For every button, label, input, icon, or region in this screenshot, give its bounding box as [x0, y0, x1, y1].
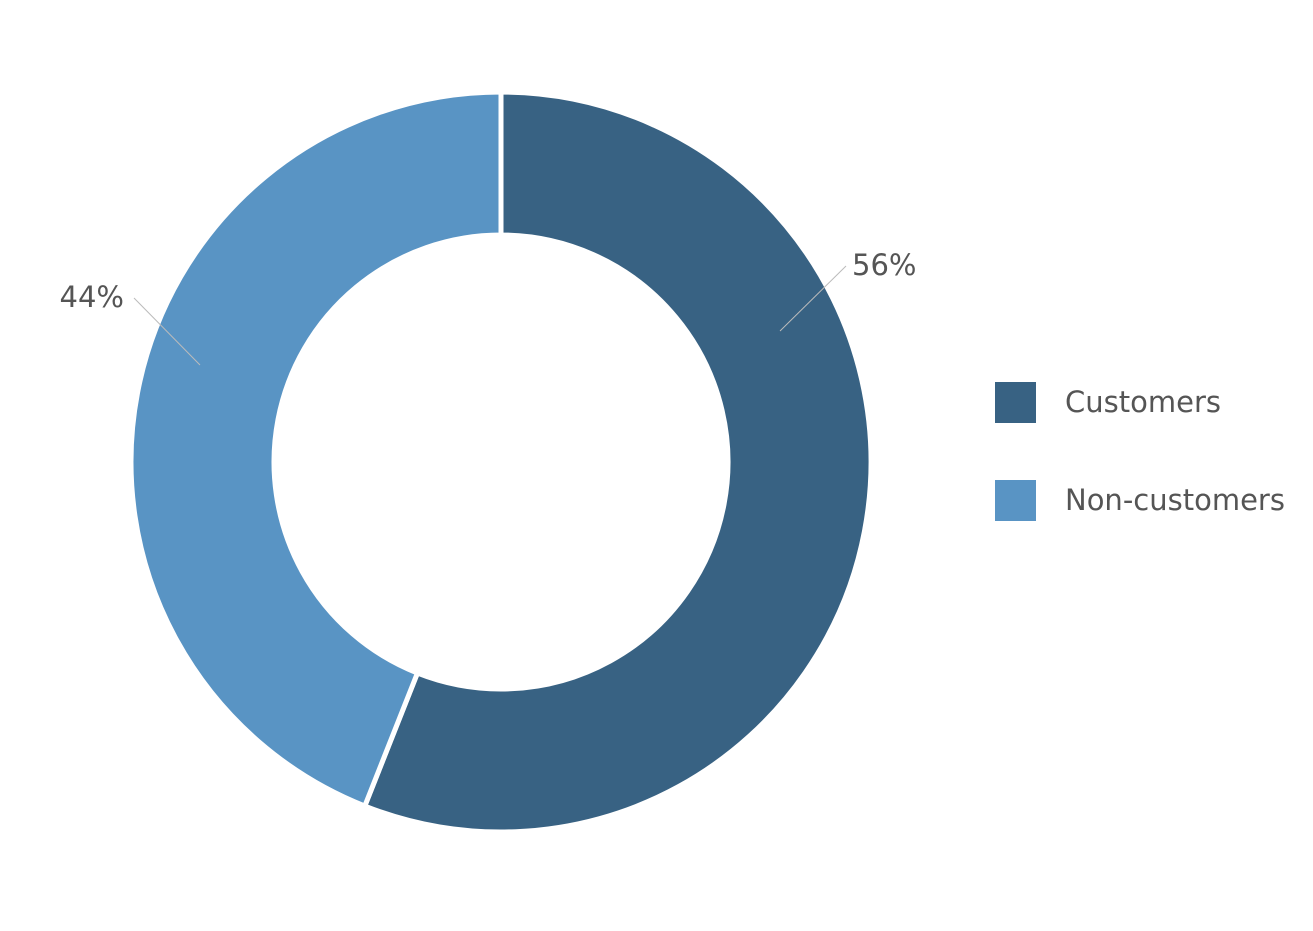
legend: Customers Non-customers [995, 382, 1285, 521]
leader-line-non-customers [133, 297, 201, 366]
donut-slices [128, 89, 874, 835]
legend-swatch-non-customers [995, 480, 1036, 521]
data-label-customers: 56% [852, 248, 916, 282]
legend-label-customers: Customers [1065, 385, 1221, 419]
legend-label-non-customers: Non-customers [1065, 483, 1285, 517]
slice-non-customers [128, 89, 504, 810]
data-label-non-customers: 44% [60, 280, 124, 314]
data-labels: 56% 44% [60, 248, 917, 314]
slice-customers [361, 89, 874, 835]
leader-line-customers [779, 265, 847, 332]
legend-item-customers: Customers [995, 382, 1221, 423]
legend-item-non-customers: Non-customers [995, 480, 1285, 521]
leader-lines [133, 265, 847, 366]
legend-swatch-customers [995, 382, 1036, 423]
